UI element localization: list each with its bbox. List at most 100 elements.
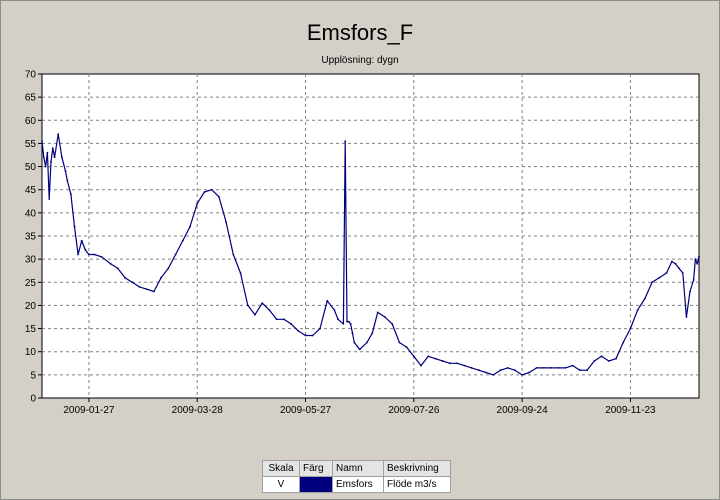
data-point <box>521 374 523 376</box>
chart-title: Emsfors_F <box>306 20 414 45</box>
data-point <box>311 334 314 337</box>
data-point <box>351 332 354 335</box>
data-point <box>586 369 588 372</box>
data-point <box>674 262 677 265</box>
data-point <box>420 364 422 367</box>
y-tick-label: 40 <box>25 208 37 219</box>
data-point <box>174 253 177 256</box>
data-point <box>698 255 700 258</box>
data-point <box>644 297 646 300</box>
data-point <box>651 281 653 284</box>
data-point <box>658 276 661 279</box>
data-point <box>671 260 673 263</box>
data-point <box>70 193 72 196</box>
data-point <box>46 151 49 154</box>
data-point <box>593 360 596 362</box>
data-point <box>225 221 228 224</box>
series-layer <box>41 133 700 376</box>
data-point <box>189 225 191 228</box>
data-point <box>61 156 63 159</box>
data-point <box>506 367 509 369</box>
data-point <box>232 253 235 256</box>
data-point <box>66 179 69 182</box>
legend-header-scale: Skala <box>262 460 300 477</box>
data-point <box>412 355 415 358</box>
data-point <box>434 357 437 360</box>
data-point <box>366 341 368 344</box>
data-point <box>499 369 502 372</box>
data-point <box>342 323 345 325</box>
data-point <box>470 367 473 369</box>
data-point <box>145 288 148 291</box>
data-point <box>337 318 339 321</box>
data-point <box>405 346 408 348</box>
data-point <box>692 279 695 281</box>
y-tick-label: 10 <box>25 347 37 358</box>
x-tick-label: 2009-07-26 <box>388 405 440 416</box>
y-tick-label: 30 <box>25 255 37 266</box>
data-point <box>290 323 292 325</box>
y-tick-label: 50 <box>25 162 37 173</box>
data-point <box>88 253 90 256</box>
data-point <box>346 320 348 323</box>
x-tick-label: 2009-09-24 <box>497 405 549 416</box>
data-point <box>358 348 361 351</box>
data-point <box>275 318 278 321</box>
data-point <box>694 258 697 260</box>
data-point <box>441 360 444 362</box>
y-tick-label: 65 <box>25 93 37 104</box>
data-point <box>427 355 430 358</box>
data-point <box>160 276 163 279</box>
data-point <box>579 369 581 372</box>
data-point <box>376 311 379 314</box>
data-point <box>109 262 112 265</box>
data-point <box>665 272 668 274</box>
data-point <box>557 367 560 369</box>
data-point <box>48 198 51 200</box>
data-point <box>636 309 639 311</box>
y-tick-label: 25 <box>25 278 37 289</box>
data-point <box>622 341 625 344</box>
data-point <box>344 140 347 143</box>
data-point <box>77 253 79 256</box>
data-point <box>297 330 300 332</box>
data-point <box>353 341 356 344</box>
data-point <box>571 364 574 367</box>
data-point <box>629 327 632 330</box>
data-point <box>84 249 87 251</box>
data-point <box>689 290 691 293</box>
data-point <box>681 272 684 274</box>
data-point <box>371 332 374 335</box>
y-tick-label: 15 <box>25 324 37 335</box>
legend-table: Skala Färg Namn Beskrivning V Emsfors Fl… <box>262 460 451 493</box>
y-tick-label: 20 <box>25 301 37 312</box>
data-point <box>326 299 329 302</box>
data-point <box>51 147 54 150</box>
y-tick-label: 70 <box>25 70 37 81</box>
chart-subtitle: Upplösning: dygn <box>321 55 399 66</box>
data-point <box>304 334 307 337</box>
data-point <box>477 369 480 372</box>
data-point <box>514 369 516 372</box>
data-point <box>131 281 134 284</box>
y-tick-label: 35 <box>25 232 37 243</box>
data-point <box>80 239 83 242</box>
data-point <box>196 202 199 205</box>
data-point <box>463 364 466 367</box>
data-point <box>391 323 394 325</box>
data-point <box>615 357 617 360</box>
data-point <box>685 316 688 318</box>
data-point <box>528 371 531 374</box>
data-point <box>41 140 43 143</box>
data-point <box>347 320 350 323</box>
data-point <box>57 133 60 136</box>
data-point <box>167 267 170 270</box>
data-point <box>398 341 401 344</box>
x-tick-label: 2009-01-27 <box>63 405 115 416</box>
data-point <box>349 323 352 325</box>
data-point <box>283 318 285 321</box>
data-point <box>44 165 47 168</box>
y-tick-label: 45 <box>25 185 37 196</box>
data-point <box>124 276 126 279</box>
data-point <box>116 267 119 270</box>
